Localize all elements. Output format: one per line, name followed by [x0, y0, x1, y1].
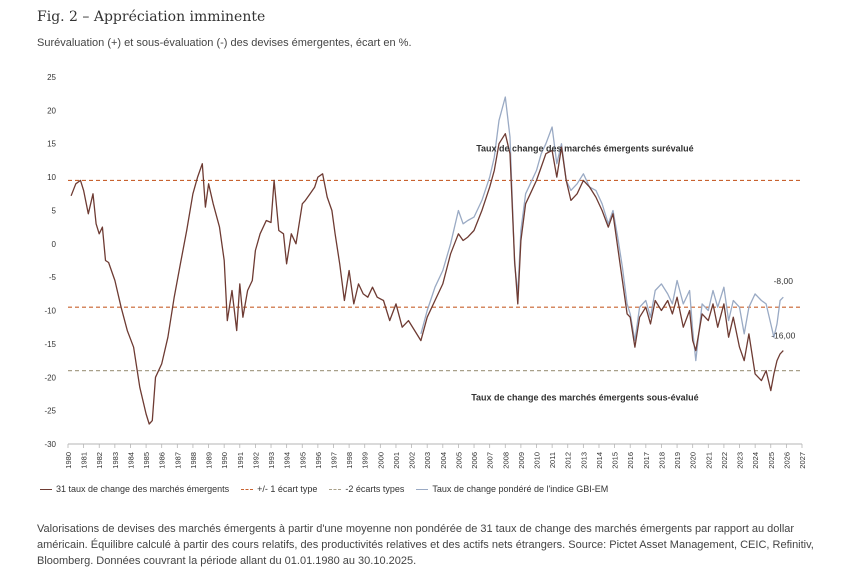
y-tick-label: -10 [44, 307, 56, 316]
legend-item-two-sd: -2 écarts types [329, 484, 404, 494]
chart-annotation: Taux de change des marchés émergents sur… [476, 144, 693, 154]
x-tick-label: 2001 [392, 452, 401, 469]
y-tick-label: -25 [44, 407, 56, 416]
x-tick-label: 2015 [611, 452, 620, 469]
x-tick-label: 2024 [751, 452, 760, 469]
legend-label: -2 écarts types [345, 484, 405, 494]
legend-item-em-rates: 31 taux de change des marchés émergents [40, 484, 229, 494]
x-tick-label: 2014 [595, 452, 604, 469]
x-tick-label: 1982 [95, 452, 104, 469]
series-line [70, 133, 784, 425]
x-tick-label: 2009 [517, 452, 526, 469]
x-tick-label: 2027 [798, 452, 807, 469]
y-tick-label: -15 [44, 340, 56, 349]
x-tick-label: 2023 [736, 452, 745, 469]
x-tick-label: 2011 [548, 452, 557, 468]
x-tick-label: 1996 [314, 452, 323, 469]
y-tick-label: 0 [52, 240, 57, 249]
x-tick-label: 1991 [236, 452, 245, 469]
x-tick-label: 2012 [564, 452, 573, 469]
figure-subtitle: Surévaluation (+) et sous-évaluation (-)… [37, 37, 412, 49]
legend-label: +/- 1 écart type [257, 484, 318, 494]
series-line [420, 96, 784, 362]
x-tick-label: 2005 [454, 452, 463, 469]
legend-swatch [40, 488, 52, 490]
x-tick-label: 2002 [408, 452, 417, 469]
y-tick-label: 20 [47, 106, 56, 115]
x-tick-label: 2026 [782, 452, 791, 469]
x-tick-label: 2025 [767, 452, 776, 469]
legend-label: 31 taux de change des marchés émergents [56, 484, 230, 494]
x-tick-label: 1984 [126, 452, 135, 469]
chart-annotation: -16,00 [771, 331, 795, 341]
y-tick-label: -5 [49, 273, 57, 282]
legend-item-one-sd: +/- 1 écart type [241, 484, 317, 494]
x-tick-label: 1997 [329, 452, 338, 469]
chart-legend: 31 taux de change des marchés émergents … [40, 484, 608, 494]
x-tick-label: 2018 [657, 452, 666, 469]
x-tick-label: 1981 [80, 452, 89, 469]
x-tick-label: 2022 [720, 452, 729, 469]
chart-annotation: Taux de change des marchés émergents sou… [471, 393, 698, 403]
x-tick-label: 2004 [439, 452, 448, 469]
x-tick-label: 2008 [501, 452, 510, 469]
x-tick-label: 1998 [345, 452, 354, 469]
y-tick-label: -30 [44, 440, 56, 449]
x-tick-label: 1999 [361, 452, 370, 469]
y-tick-label: 5 [52, 206, 57, 215]
x-tick-label: 1980 [64, 452, 73, 469]
x-tick-label: 2010 [533, 452, 542, 469]
legend-swatch [329, 488, 342, 490]
y-tick-label: -20 [44, 373, 56, 382]
x-tick-label: 1995 [298, 452, 307, 469]
x-tick-label: 1983 [111, 452, 120, 469]
x-tick-label: 2000 [376, 452, 385, 469]
x-tick-label: 2007 [486, 452, 495, 469]
x-tick-label: 1992 [251, 452, 260, 469]
x-tick-label: 2013 [579, 452, 588, 469]
x-tick-label: 1993 [267, 452, 276, 469]
x-tick-label: 2003 [423, 452, 432, 469]
legend-swatch [241, 488, 254, 490]
x-tick-label: 2017 [642, 452, 651, 469]
y-tick-label: 25 [47, 73, 56, 82]
chart-annotation: -8,00 [774, 276, 794, 286]
x-tick-label: 2019 [673, 452, 682, 469]
legend-item-gbi-em: Taux de change pondéré de l'indice GBI-E… [416, 484, 608, 494]
legend-swatch [416, 488, 429, 490]
x-tick-label: 1989 [205, 452, 214, 469]
x-tick-label: 1988 [189, 452, 198, 469]
y-tick-label: 15 [47, 140, 56, 149]
x-tick-label: 2020 [689, 452, 698, 469]
x-tick-label: 1994 [283, 452, 292, 469]
x-tick-label: 1985 [142, 452, 151, 469]
x-tick-label: 2006 [470, 452, 479, 469]
x-tick-label: 2021 [704, 452, 713, 469]
x-tick-label: 2016 [626, 452, 635, 469]
x-tick-label: 1986 [158, 452, 167, 469]
x-tick-label: 1990 [220, 452, 229, 469]
legend-label: Taux de change pondéré de l'indice GBI-E… [432, 484, 609, 494]
x-tick-label: 1987 [173, 452, 182, 469]
figure-title: Fig. 2 – Appréciation imminente [37, 9, 266, 25]
y-tick-label: 10 [47, 173, 56, 182]
source-note: Valorisations de devises des marchés éme… [37, 523, 814, 567]
